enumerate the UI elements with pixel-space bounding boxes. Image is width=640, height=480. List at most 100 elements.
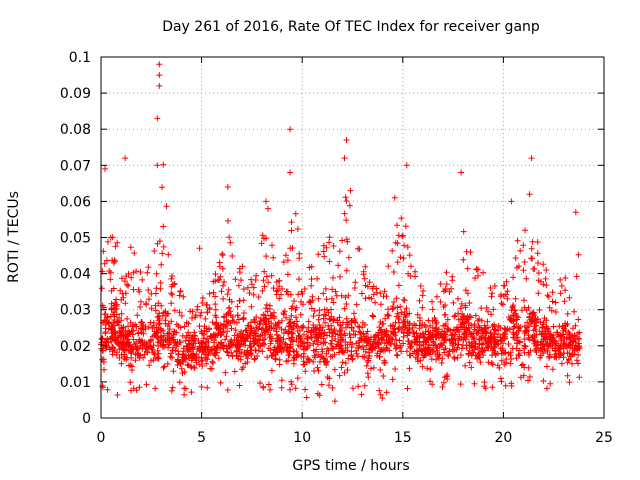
data-point (324, 332, 330, 339)
data-point (233, 319, 240, 326)
data-point (557, 351, 564, 358)
data-point (421, 322, 428, 328)
data-point (376, 387, 383, 394)
data-point (443, 281, 450, 288)
data-point (443, 321, 449, 328)
data-point (261, 336, 268, 342)
data-point (185, 320, 192, 327)
data-point (100, 356, 107, 363)
data-point (229, 253, 236, 259)
data-point (515, 324, 522, 331)
data-point (486, 338, 493, 345)
data-point (390, 323, 397, 330)
data-point (424, 365, 431, 372)
data-point (406, 252, 413, 259)
data-point (163, 313, 169, 319)
data-point (466, 359, 473, 366)
data-point (178, 365, 185, 372)
data-point (104, 238, 111, 245)
data-point (480, 269, 487, 276)
data-point (308, 276, 315, 283)
data-point (499, 301, 506, 308)
data-point (284, 257, 291, 264)
data-point (112, 243, 119, 250)
data-point (130, 286, 137, 293)
data-point (191, 336, 198, 343)
data-point (320, 315, 327, 322)
data-point (477, 359, 484, 366)
data-point (179, 332, 186, 339)
data-point (219, 265, 226, 272)
data-point (561, 325, 568, 332)
data-point (376, 353, 383, 360)
data-point (122, 342, 129, 349)
data-point (176, 309, 183, 316)
data-point (544, 325, 551, 332)
data-point (564, 359, 571, 366)
data-point (540, 336, 547, 343)
data-point (301, 331, 307, 338)
data-point (571, 347, 578, 354)
data-point (474, 317, 481, 324)
data-point (547, 331, 554, 338)
data-point (439, 355, 446, 362)
data-point (393, 342, 400, 349)
data-point (189, 344, 196, 351)
data-point (528, 155, 535, 162)
data-point (148, 357, 154, 364)
data-point (330, 243, 337, 249)
data-point (157, 285, 164, 292)
data-point (421, 346, 427, 352)
data-point (502, 349, 509, 356)
data-point (143, 340, 150, 347)
data-point (204, 384, 211, 391)
data-point (429, 318, 436, 325)
data-point (345, 355, 352, 362)
data-point (134, 312, 141, 319)
data-point (278, 384, 285, 391)
data-point (190, 364, 197, 370)
data-point (320, 339, 327, 346)
data-point (102, 329, 109, 335)
data-point (336, 314, 343, 321)
data-point (433, 334, 440, 341)
data-point (228, 325, 235, 332)
data-point (122, 334, 129, 340)
data-point (394, 310, 401, 317)
data-point (463, 326, 470, 333)
data-point (156, 320, 163, 327)
data-point (270, 285, 277, 292)
data-point (287, 386, 293, 393)
data-point (177, 324, 184, 331)
data-point (459, 342, 466, 348)
data-point (338, 331, 345, 338)
data-point (194, 303, 201, 310)
data-point (160, 342, 167, 349)
data-point (301, 340, 308, 347)
data-point (230, 341, 237, 348)
data-point (263, 273, 270, 280)
data-point (479, 346, 486, 353)
data-point (343, 236, 350, 243)
data-point (225, 310, 232, 316)
data-point (255, 294, 262, 300)
data-point (558, 335, 565, 342)
data-point (394, 222, 400, 229)
data-point (291, 298, 297, 305)
data-point (523, 275, 530, 282)
data-point (226, 234, 233, 241)
data-point (136, 338, 142, 345)
data-point (289, 303, 296, 310)
data-point (412, 322, 419, 329)
data-point (451, 354, 457, 361)
data-point (125, 282, 132, 289)
data-point (416, 334, 423, 341)
data-point (560, 345, 567, 352)
data-point (350, 385, 356, 392)
data-point (535, 316, 541, 323)
data-point (328, 340, 335, 347)
data-point (262, 316, 269, 323)
data-point (535, 270, 542, 276)
data-point (417, 283, 424, 289)
